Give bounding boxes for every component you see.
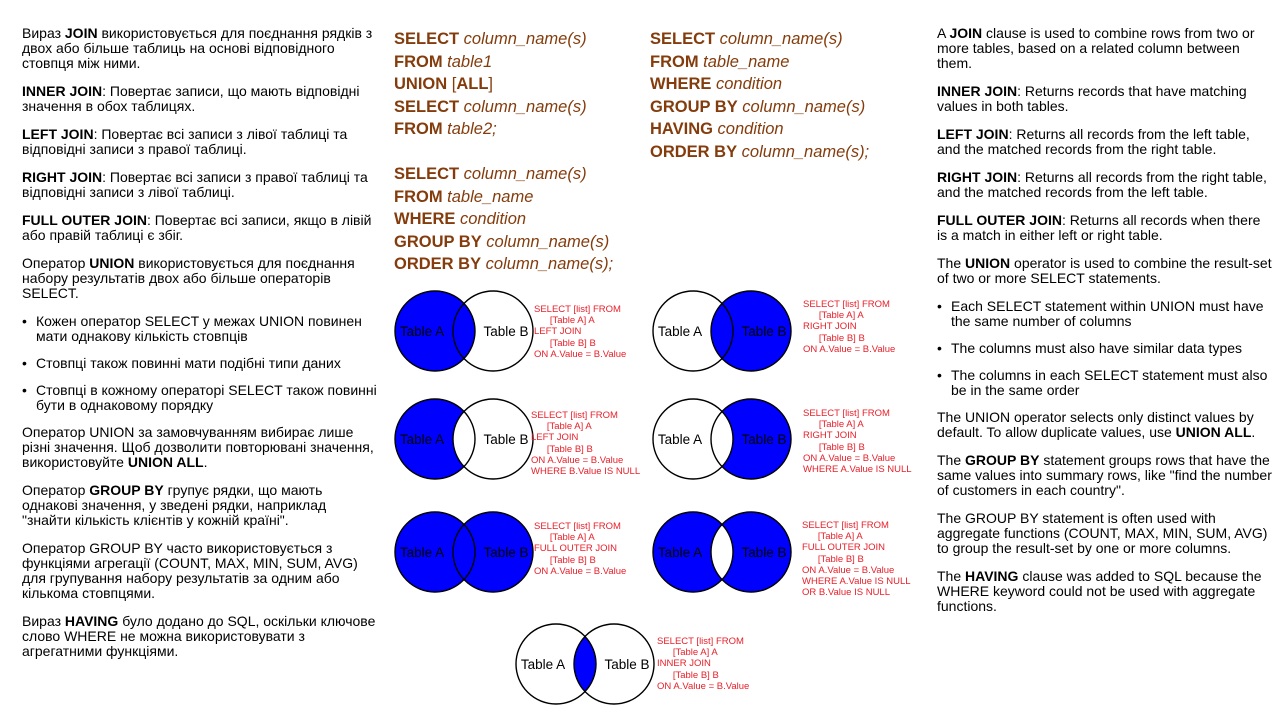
list-item: The columns must also have similar data … — [937, 341, 1272, 357]
list-item: The columns in each SELECT statement mus… — [937, 368, 1272, 398]
right-join-description: RIGHT JOIN: Повертає всі записи з правої… — [22, 169, 368, 200]
sql-select-syntax: SELECT column_name(s) FROM table_name WH… — [394, 165, 614, 273]
list-item: Each SELECT statement within UNION must … — [937, 299, 1272, 329]
inner-join-description: INNER JOIN: Returns records that have ma… — [937, 83, 1247, 114]
full-outer-join-caption: SELECT [list] FROM [Table A] A FULL OUTE… — [534, 521, 627, 577]
having-description: Вираз HAVING було додано до SQL, оскільк… — [22, 613, 376, 659]
table-a-label: Table A — [400, 545, 444, 560]
right-join-null-caption: SELECT [list] FROM [Table A] A RIGHT JOI… — [803, 408, 912, 476]
table-a-region — [653, 512, 733, 592]
table-b-label: Table B — [741, 545, 786, 560]
union-rules-list: Each SELECT statement within UNION must … — [937, 299, 1272, 398]
table-b-label: Table B — [483, 324, 528, 339]
right-join-caption: SELECT [list] FROM [Table A] A RIGHT JOI… — [803, 299, 896, 355]
table-b-region — [453, 399, 533, 479]
union-all-description: The UNION operator selects only distinct… — [937, 409, 1256, 440]
right-join-venn-diagram: Table A Table B — [652, 290, 792, 372]
table-a-outline — [394, 290, 476, 372]
full-outer-join-null-caption: SELECT [list] FROM [Table A] A FULL OUTE… — [802, 520, 911, 599]
table-a-label: Table A — [400, 432, 444, 447]
table-b-outline — [710, 290, 792, 372]
inner-join-caption: SELECT [list] FROM [Table A] A INNER JOI… — [657, 636, 750, 692]
table-a-outline — [652, 290, 734, 372]
left-join-null-venn-diagram: Table A Table B — [394, 398, 534, 480]
list-item: Кожен оператор SELECT у межах UNION пови… — [22, 314, 377, 344]
table-a-label: Table A — [658, 432, 702, 447]
venn-svg: Table A Table B — [515, 623, 655, 705]
full-outer-join-venn-diagram: Table A Table B — [394, 511, 534, 593]
list-item: Стовпці в кожному операторі SELECT також… — [22, 383, 377, 413]
left-join-null-caption: SELECT [list] FROM [Table A] A LEFT JOIN… — [531, 410, 641, 478]
left-join-description: LEFT JOIN: Повертає всі записи з лівої т… — [22, 126, 348, 157]
table-a-outline — [394, 398, 476, 480]
table-b-region — [711, 291, 791, 371]
table-b-label: Table B — [483, 432, 528, 447]
table-a-region — [395, 291, 475, 371]
table-a-region — [395, 399, 475, 479]
venn-svg: Table A Table B — [652, 290, 792, 372]
table-a-outline — [652, 511, 734, 593]
table-b-outline — [573, 623, 655, 705]
join-description: Вираз JOIN використовується для поєднанн… — [22, 25, 373, 71]
venn-svg: Table A Table B — [652, 398, 792, 480]
table-b-outline — [710, 398, 792, 480]
right-join-null-venn-diagram: Table A Table B — [652, 398, 792, 480]
table-b-label: Table B — [604, 657, 649, 672]
table-a-region — [516, 624, 596, 704]
table-b-region — [453, 512, 533, 592]
table-a-label: Table A — [658, 324, 702, 339]
table-b-region — [711, 512, 791, 592]
union-description: The UNION operator is used to combine th… — [937, 255, 1272, 286]
group-by-description: The GROUP BY statement groups rows that … — [937, 452, 1272, 498]
table-b-label: Table B — [741, 324, 786, 339]
venn-svg: Table A Table B — [652, 511, 792, 593]
left-join-venn-diagram: Table A Table B — [394, 290, 534, 372]
table-b-outline — [452, 290, 534, 372]
sql-group-by-syntax: SELECT column_name(s) FROM table_name WH… — [650, 30, 870, 161]
having-description: The HAVING clause was added to SQL becau… — [937, 568, 1262, 614]
left-join-description: LEFT JOIN: Returns all records from the … — [937, 126, 1250, 157]
table-a-outline — [515, 623, 597, 705]
union-rules-list: Кожен оператор SELECT у межах UNION пови… — [22, 314, 377, 413]
table-a-label: Table A — [400, 324, 444, 339]
full-outer-join-null-venn-diagram: Table A Table B — [652, 511, 792, 593]
table-a-outline — [652, 398, 734, 480]
table-b-region — [574, 624, 654, 704]
table-a-region — [653, 291, 733, 371]
table-a-label: Table A — [521, 657, 565, 672]
left-text-column: Вираз JOIN використовується для поєднанн… — [22, 26, 377, 672]
table-b-region — [453, 291, 533, 371]
table-b-outline — [452, 511, 534, 593]
list-item: Стовпці також повинні мати подібні типи … — [22, 356, 377, 372]
join-description: A JOIN clause is used to combine rows fr… — [937, 25, 1255, 71]
table-a-region — [653, 399, 733, 479]
left-join-caption: SELECT [list] FROM [Table A] A LEFT JOIN… — [534, 304, 627, 360]
inner-join-venn-diagram: Table A Table B — [515, 623, 655, 705]
full-outer-join-description: FULL OUTER JOIN: Returns all records whe… — [937, 212, 1261, 243]
full-outer-join-description: FULL OUTER JOIN: Повертає всі записи, як… — [22, 212, 372, 243]
table-b-outline — [452, 398, 534, 480]
venn-svg: Table A Table B — [394, 398, 534, 480]
inner-join-description: INNER JOIN: Повертає записи, що мають ві… — [22, 83, 360, 114]
table-a-region — [395, 512, 475, 592]
union-description: Оператор UNION використовується для поєд… — [22, 255, 355, 301]
right-join-description: RIGHT JOIN: Returns all records from the… — [937, 169, 1267, 200]
table-a-label: Table A — [658, 545, 702, 560]
venn-svg: Table A Table B — [394, 290, 534, 372]
sql-union-syntax: SELECT column_name(s) FROM table1 UNION … — [394, 30, 587, 138]
table-b-outline — [710, 511, 792, 593]
group-by-aggregate-description: The GROUP BY statement is often used wit… — [937, 510, 1268, 556]
venn-svg: Table A Table B — [394, 511, 534, 593]
right-text-column: A JOIN clause is used to combine rows fr… — [937, 26, 1272, 627]
union-all-description: Оператор UNION за замовчуванням вибирає … — [22, 424, 374, 470]
table-b-region — [711, 399, 791, 479]
table-b-label: Table B — [483, 545, 528, 560]
group-by-aggregate-description: Оператор GROUP BY часто використовується… — [22, 540, 358, 601]
table-a-outline — [394, 511, 476, 593]
table-b-label: Table B — [741, 432, 786, 447]
group-by-description: Оператор GROUP BY групує рядки, що мають… — [22, 482, 327, 528]
